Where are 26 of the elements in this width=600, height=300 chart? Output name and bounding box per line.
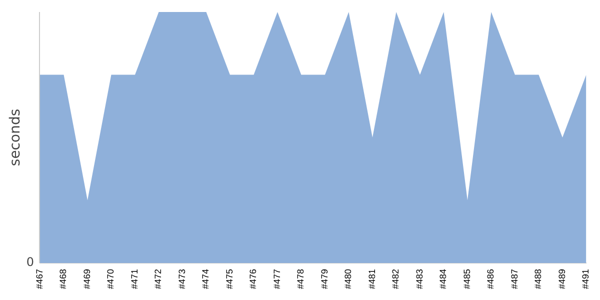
- x-tick-label: #473: [176, 268, 187, 290]
- x-tick-label: #483: [414, 268, 424, 290]
- x-tick-label: #489: [556, 268, 567, 290]
- x-tick-label: #475: [224, 268, 234, 290]
- x-tick-label: #478: [296, 268, 306, 290]
- x-tick-label: #484: [438, 268, 448, 290]
- x-tick-label: #479: [319, 268, 330, 290]
- x-tick-label: #470: [106, 268, 116, 290]
- x-tick-label: #481: [366, 268, 377, 290]
- x-tick-label: #469: [82, 268, 92, 290]
- text: 0: [26, 255, 34, 270]
- x-tick-label: #491: [580, 268, 591, 290]
- x-tick-label: #480: [343, 268, 354, 290]
- x-tick-label: #467: [34, 268, 44, 290]
- x-tick-label: #485: [462, 268, 472, 290]
- x-tick-label: #476: [248, 268, 258, 290]
- x-tick-label: #477: [272, 268, 282, 290]
- x-tick-label: #486: [486, 268, 496, 290]
- x-tick-label: #472: [153, 268, 164, 290]
- x-tick-label: #468: [58, 268, 68, 290]
- x-tick-label: #487: [509, 268, 520, 290]
- x-tick-label: #474: [200, 268, 211, 290]
- x-tick-label: #471: [129, 268, 140, 290]
- x-tick-label: #488: [533, 268, 544, 290]
- y-axis-title: seconds: [8, 108, 24, 166]
- x-tick-label: #482: [390, 268, 401, 290]
